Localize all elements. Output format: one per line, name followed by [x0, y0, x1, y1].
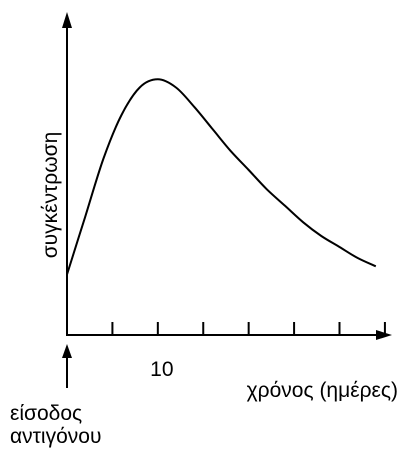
x-ticks	[111, 322, 386, 335]
y-axis-label: συγκέντρωση	[39, 132, 62, 259]
annotation-arrowhead	[62, 344, 72, 358]
series-line	[66, 78, 377, 275]
annotation-line-2: αντιγόνου	[10, 425, 101, 448]
x-tick-label: 10	[150, 358, 173, 381]
x-axis-label: χρόνος (ημέρες)	[247, 379, 398, 402]
annotation-line-1: είσοδος	[10, 402, 82, 425]
y-axis-arrowhead	[62, 12, 72, 28]
